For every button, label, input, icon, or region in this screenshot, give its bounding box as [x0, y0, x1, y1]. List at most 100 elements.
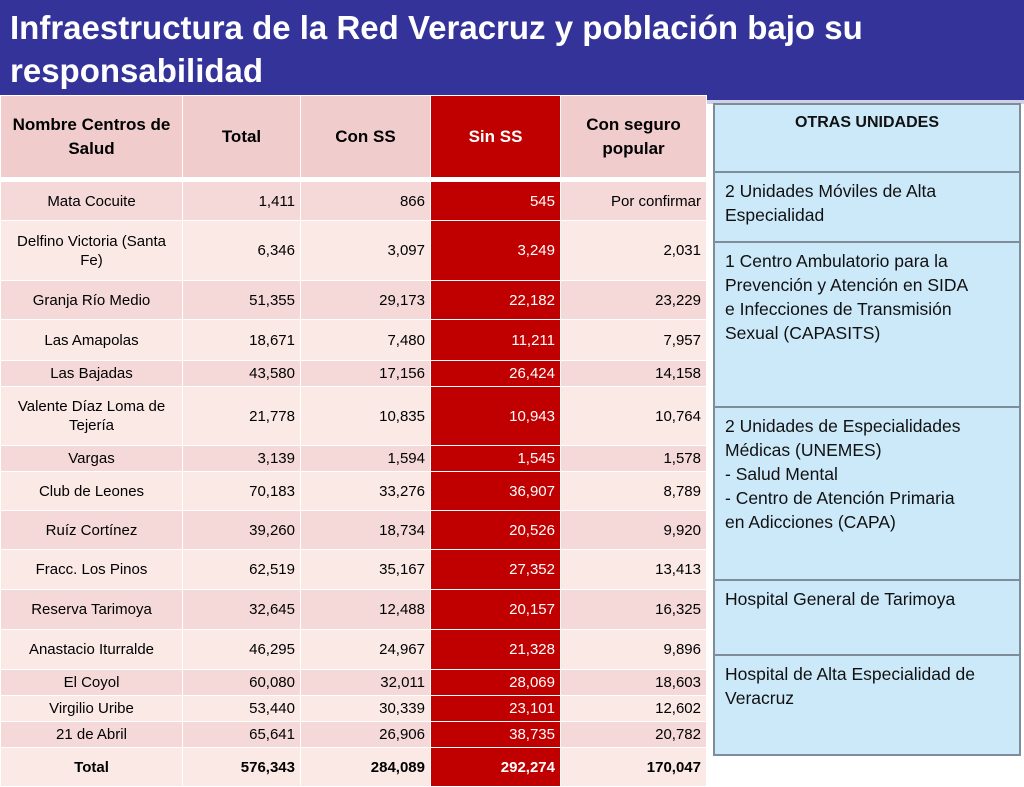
cell-seguro-popular: 12,602	[560, 695, 707, 722]
unit-text-line: 1 Centro Ambulatorio para la	[725, 251, 948, 271]
cell-total: 43,580	[182, 360, 301, 387]
table-row: Vargas 3,139 1,594 1,545 1,578	[0, 445, 707, 472]
unit-capasits: 1 Centro Ambulatorio para la Prevención …	[713, 243, 1021, 408]
title-shadow	[705, 100, 1024, 104]
cell-name: Delfino Victoria (Santa Fe)	[0, 220, 183, 281]
unit-text-line: Prevención y Atención en SIDA	[725, 275, 969, 295]
cell-name: Valente Díaz Loma de Tejería	[0, 386, 183, 446]
unit-text-line: Hospital de Alta Especialidad de	[725, 664, 976, 684]
cell-total-con-ss: 284,089	[300, 747, 431, 787]
cell-sin-ss: 3,249	[430, 220, 561, 281]
cell-con-ss: 24,967	[300, 629, 431, 670]
title-band: Infraestructura de la Red Veracruz y pob…	[0, 0, 1024, 100]
cell-sin-ss: 22,182	[430, 280, 561, 320]
unit-text-line: - Centro de Atención Primaria	[725, 488, 955, 508]
cell-con-ss: 866	[300, 181, 431, 221]
unit-hospital-tarimoya: Hospital General de Tarimoya	[713, 581, 1021, 656]
unit-hospital-alta-especialidad: Hospital de Alta Especialidad de Veracru…	[713, 656, 1021, 756]
cell-sin-ss: 23,101	[430, 695, 561, 722]
cell-name: Las Bajadas	[0, 360, 183, 387]
cell-seguro-popular: 9,920	[560, 510, 707, 550]
cell-name: Fracc. Los Pinos	[0, 549, 183, 590]
cell-total: 51,355	[182, 280, 301, 320]
cell-total-seguro-popular: 170,047	[560, 747, 707, 787]
table-row: Granja Río Medio 51,355 29,173 22,182 23…	[0, 280, 707, 320]
cell-sin-ss: 36,907	[430, 471, 561, 511]
cell-sin-ss: 26,424	[430, 360, 561, 387]
cell-con-ss: 18,734	[300, 510, 431, 550]
cell-sin-ss: 27,352	[430, 549, 561, 590]
cell-seguro-popular: 13,413	[560, 549, 707, 590]
cell-seguro-popular: 8,789	[560, 471, 707, 511]
cell-seguro-popular: 18,603	[560, 669, 707, 696]
header-con-ss: Con SS	[300, 95, 431, 178]
cell-sin-ss: 28,069	[430, 669, 561, 696]
unit-text-line: Especialidad	[725, 205, 825, 225]
cell-sin-ss: 1,545	[430, 445, 561, 472]
otras-unidades-header: OTRAS UNIDADES	[713, 103, 1021, 173]
cell-con-ss: 7,480	[300, 319, 431, 361]
unit-text-line: Médicas (UNEMES)	[725, 440, 882, 460]
cell-name: Granja Río Medio	[0, 280, 183, 320]
cell-con-ss: 17,156	[300, 360, 431, 387]
cell-seguro-popular: 23,229	[560, 280, 707, 320]
cell-name: Vargas	[0, 445, 183, 472]
unit-text-line: e Infecciones de Transmisión	[725, 299, 952, 319]
cell-name: Virgilio Uribe	[0, 695, 183, 722]
table-header-row: Nombre Centros de Salud Total Con SS Sin…	[0, 95, 707, 178]
cell-seguro-popular: Por confirmar	[560, 181, 707, 221]
slide-title-line: responsabilidad	[10, 52, 264, 89]
table-row: Valente Díaz Loma de Tejería 21,778 10,8…	[0, 386, 707, 446]
header-seguro-popular: Con seguro popular	[560, 95, 707, 178]
table-row: Fracc. Los Pinos 62,519 35,167 27,352 13…	[0, 549, 707, 590]
cell-seguro-popular: 16,325	[560, 589, 707, 630]
unit-moviles: 2 Unidades Móviles de Alta Especialidad	[713, 173, 1021, 243]
table-row: Ruíz Cortínez 39,260 18,734 20,526 9,920	[0, 510, 707, 550]
cell-total-total: 576,343	[182, 747, 301, 787]
slide-title: Infraestructura de la Red Veracruz y pob…	[10, 6, 1024, 92]
table-row: Virgilio Uribe 53,440 30,339 23,101 12,6…	[0, 695, 707, 722]
cell-total: 32,645	[182, 589, 301, 630]
cell-total-sin-ss: 292,274	[430, 747, 561, 787]
cell-name: Anastacio Iturralde	[0, 629, 183, 670]
unit-text-line: Veracruz	[725, 688, 795, 708]
cell-sin-ss: 10,943	[430, 386, 561, 446]
cell-name: Ruíz Cortínez	[0, 510, 183, 550]
cell-total: 60,080	[182, 669, 301, 696]
unit-text-line: Hospital General de Tarimoya	[725, 589, 956, 609]
slide-title-line: Infraestructura de la Red Veracruz y pob…	[10, 9, 863, 46]
cell-con-ss: 12,488	[300, 589, 431, 630]
cell-con-ss: 35,167	[300, 549, 431, 590]
cell-con-ss: 3,097	[300, 220, 431, 281]
cell-total: 65,641	[182, 721, 301, 748]
table-row: Delfino Victoria (Santa Fe) 6,346 3,097 …	[0, 220, 707, 281]
unit-text-line: 2 Unidades Móviles de Alta	[725, 181, 937, 201]
cell-name: El Coyol	[0, 669, 183, 696]
header-sin-ss: Sin SS	[430, 95, 561, 178]
cell-name: Reserva Tarimoya	[0, 589, 183, 630]
cell-con-ss: 1,594	[300, 445, 431, 472]
cell-total: 39,260	[182, 510, 301, 550]
cell-total: 18,671	[182, 319, 301, 361]
table-row: Anastacio Iturralde 46,295 24,967 21,328…	[0, 629, 707, 670]
cell-name: Club de Leones	[0, 471, 183, 511]
unit-text-line: Sexual (CAPASITS)	[725, 323, 881, 343]
cell-seguro-popular: 20,782	[560, 721, 707, 748]
table-row: Mata Cocuite 1,411 866 545 Por confirmar	[0, 181, 707, 221]
cell-seguro-popular: 14,158	[560, 360, 707, 387]
table-row: 21 de Abril 65,641 26,906 38,735 20,782	[0, 721, 707, 748]
cell-total: 6,346	[182, 220, 301, 281]
cell-seguro-popular: 10,764	[560, 386, 707, 446]
unit-text-line: 2 Unidades de Especialidades	[725, 416, 961, 436]
unit-text-line: en Adicciones (CAPA)	[725, 512, 896, 532]
cell-total-label: Total	[0, 747, 183, 787]
cell-sin-ss: 38,735	[430, 721, 561, 748]
cell-seguro-popular: 2,031	[560, 220, 707, 281]
cell-total: 21,778	[182, 386, 301, 446]
cell-sin-ss: 20,526	[430, 510, 561, 550]
cell-name: Las Amapolas	[0, 319, 183, 361]
cell-total: 53,440	[182, 695, 301, 722]
cell-con-ss: 26,906	[300, 721, 431, 748]
cell-con-ss: 29,173	[300, 280, 431, 320]
cell-total: 70,183	[182, 471, 301, 511]
